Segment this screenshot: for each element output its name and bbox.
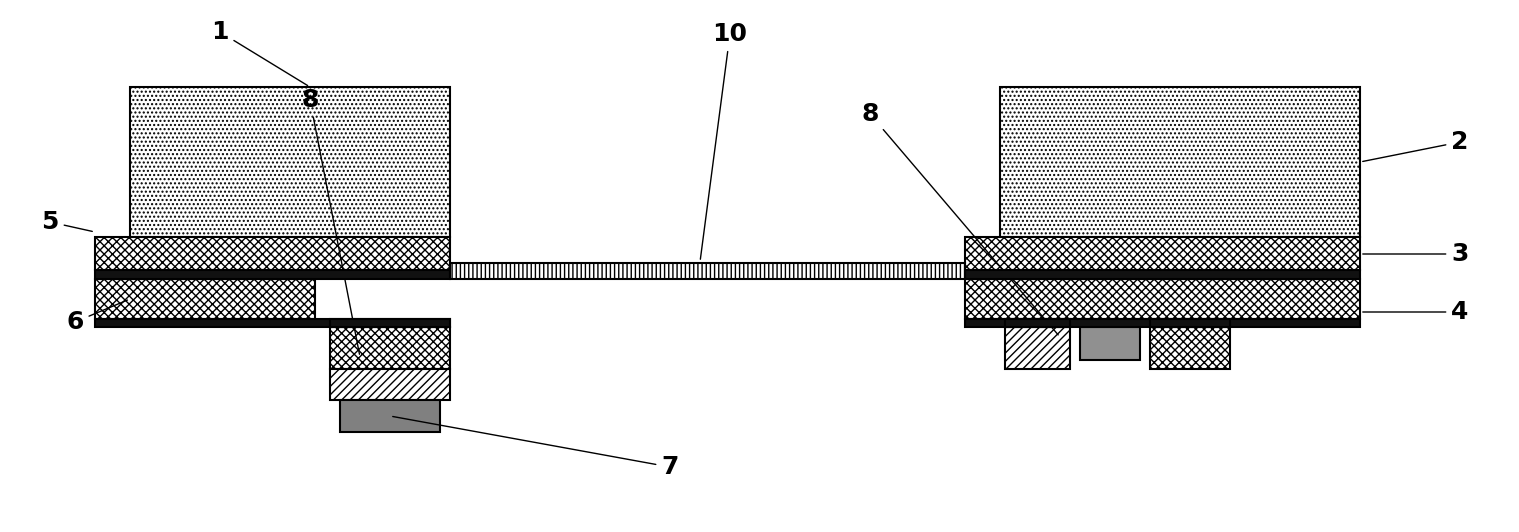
- Text: 10: 10: [700, 22, 747, 259]
- Text: 8: 8: [301, 88, 360, 354]
- Bar: [1080, 327, 1139, 360]
- Bar: [96, 319, 450, 327]
- Text: 4: 4: [1363, 300, 1469, 324]
- Bar: [450, 263, 965, 279]
- Bar: [1150, 319, 1230, 327]
- Text: 6: 6: [67, 300, 128, 334]
- Bar: [330, 319, 450, 327]
- Bar: [96, 270, 450, 279]
- Bar: [965, 279, 1360, 319]
- Bar: [96, 279, 314, 319]
- Bar: [1006, 319, 1069, 327]
- Bar: [330, 369, 450, 400]
- Bar: [965, 270, 1360, 279]
- Bar: [131, 87, 450, 237]
- Bar: [965, 319, 1360, 327]
- Text: 2: 2: [1363, 130, 1469, 161]
- Text: 8: 8: [861, 102, 1059, 335]
- Text: 5: 5: [41, 210, 93, 234]
- Bar: [965, 237, 1360, 270]
- Bar: [1006, 327, 1069, 369]
- Bar: [1150, 327, 1230, 369]
- Text: 7: 7: [393, 417, 679, 479]
- Bar: [1000, 87, 1360, 237]
- Text: 3: 3: [1363, 242, 1469, 266]
- Bar: [330, 327, 450, 369]
- Bar: [340, 400, 441, 432]
- Bar: [96, 237, 450, 270]
- Text: 1: 1: [211, 20, 308, 86]
